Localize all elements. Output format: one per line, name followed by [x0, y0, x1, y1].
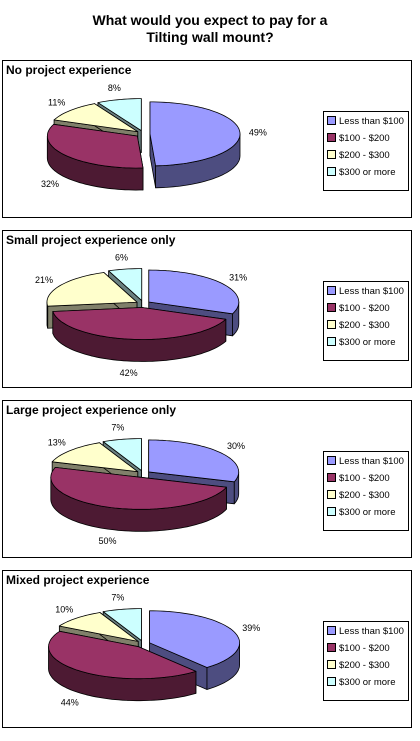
pie-slice-1 [46, 123, 144, 191]
legend-swatch [327, 489, 336, 499]
data-label: 7% [111, 423, 124, 433]
legend-swatch [327, 115, 336, 125]
legend-swatch [327, 149, 336, 159]
legend-label: $300 or more [339, 337, 396, 348]
data-label: 44% [61, 698, 79, 708]
pie-slice-1 [48, 630, 197, 702]
legend-swatch [327, 336, 336, 346]
legend-label: $200 - $300 [339, 490, 390, 501]
legend-item: $200 - $300 [327, 319, 408, 337]
legend-item: $100 - $200 [327, 642, 408, 660]
legend-label: $100 - $200 [339, 643, 390, 654]
data-label: 39% [242, 623, 260, 633]
legend: Less than $100 $100 - $200 $200 - $300 $300… [323, 621, 409, 701]
legend-label: $200 - $300 [339, 660, 390, 671]
pie-chart: 39% 44% 10% 7% [48, 593, 260, 708]
legend-item: $100 - $200 [327, 302, 408, 320]
data-label: 49% [249, 128, 267, 138]
legend-item: Less than $100 [327, 625, 408, 643]
legend-swatch [327, 455, 336, 465]
pie-slice-0 [149, 101, 241, 189]
legend-item: $300 or more [327, 336, 408, 354]
legend-item: $200 - $300 [327, 489, 408, 507]
data-label: 21% [35, 275, 53, 285]
data-label: 11% [48, 98, 65, 108]
legend-swatch [327, 659, 336, 669]
legend-item: $300 or more [327, 166, 408, 184]
legend: Less than $100 $100 - $200 $200 - $300 $300… [323, 111, 409, 191]
data-label: 6% [115, 252, 128, 262]
legend-swatch [327, 676, 336, 686]
legend-item: Less than $100 [327, 285, 408, 303]
chart-panel: Large project experience only 30% 50% 13% 7%… [2, 400, 412, 558]
data-label: 13% [48, 438, 66, 448]
legend-label: $200 - $300 [339, 320, 390, 331]
data-label: 7% [111, 593, 124, 603]
chart-panel: No project experience 49% 32% 11% 8% Less tha… [2, 60, 412, 218]
panel-title: Large project experience only [6, 403, 177, 417]
legend: Less than $100 $100 - $200 $200 - $300 $300… [323, 281, 409, 361]
data-label: 31% [229, 272, 247, 282]
pie-chart: 30% 50% 13% 7% [48, 423, 245, 547]
legend-label: $100 - $200 [339, 133, 390, 144]
legend-label: $200 - $300 [339, 150, 390, 161]
legend-swatch [327, 506, 336, 516]
legend-label: $300 or more [339, 167, 396, 178]
pie-slice-1 [50, 467, 227, 532]
legend-label: $100 - $200 [339, 303, 390, 314]
legend-label: $300 or more [339, 507, 396, 518]
legend-swatch [327, 625, 336, 635]
legend-label: $300 or more [339, 677, 396, 688]
data-label: 8% [108, 83, 121, 93]
legend-swatch [327, 302, 336, 312]
legend-label: $100 - $200 [339, 473, 390, 484]
legend-swatch [327, 642, 336, 652]
legend-swatch [327, 285, 336, 295]
legend-item: Less than $100 [327, 455, 408, 473]
panel-title: Mixed project experience [6, 573, 150, 587]
panel-title: No project experience [6, 63, 132, 77]
legend-swatch [327, 166, 336, 176]
legend-item: Less than $100 [327, 115, 408, 133]
legend-item: $300 or more [327, 676, 408, 694]
legend-item: $200 - $300 [327, 659, 408, 677]
chart-panel: Mixed project experience 39% 44% 10% 7% Less … [2, 570, 412, 728]
legend-label: Less than $100 [339, 116, 404, 127]
data-label: 42% [120, 368, 138, 378]
legend-swatch [327, 319, 336, 329]
chart-title: What would you expect to pay for a Tilti… [92, 12, 328, 45]
legend-label: Less than $100 [339, 456, 404, 467]
panel-title: Small project experience only [6, 233, 176, 247]
legend-label: Less than $100 [339, 286, 404, 297]
legend-swatch [327, 472, 336, 482]
pie-slice-1 [52, 307, 227, 362]
legend-item: $200 - $300 [327, 149, 408, 167]
pie-chart: 31% 42% 21% 6% [35, 252, 247, 378]
legend-item: $300 or more [327, 506, 408, 524]
legend-item: $100 - $200 [327, 132, 408, 150]
data-label: 30% [227, 441, 245, 451]
legend-swatch [327, 132, 336, 142]
chart-panel: Small project experience only 31% 42% 21% 6%… [2, 230, 412, 388]
legend-item: $100 - $200 [327, 472, 408, 490]
data-label: 50% [98, 536, 116, 546]
legend-label: Less than $100 [339, 626, 404, 637]
pie-chart: 49% 32% 11% 8% [41, 83, 267, 191]
data-label: 10% [55, 604, 73, 614]
data-label: 32% [41, 179, 59, 189]
legend: Less than $100 $100 - $200 $200 - $300 $300… [323, 451, 409, 531]
